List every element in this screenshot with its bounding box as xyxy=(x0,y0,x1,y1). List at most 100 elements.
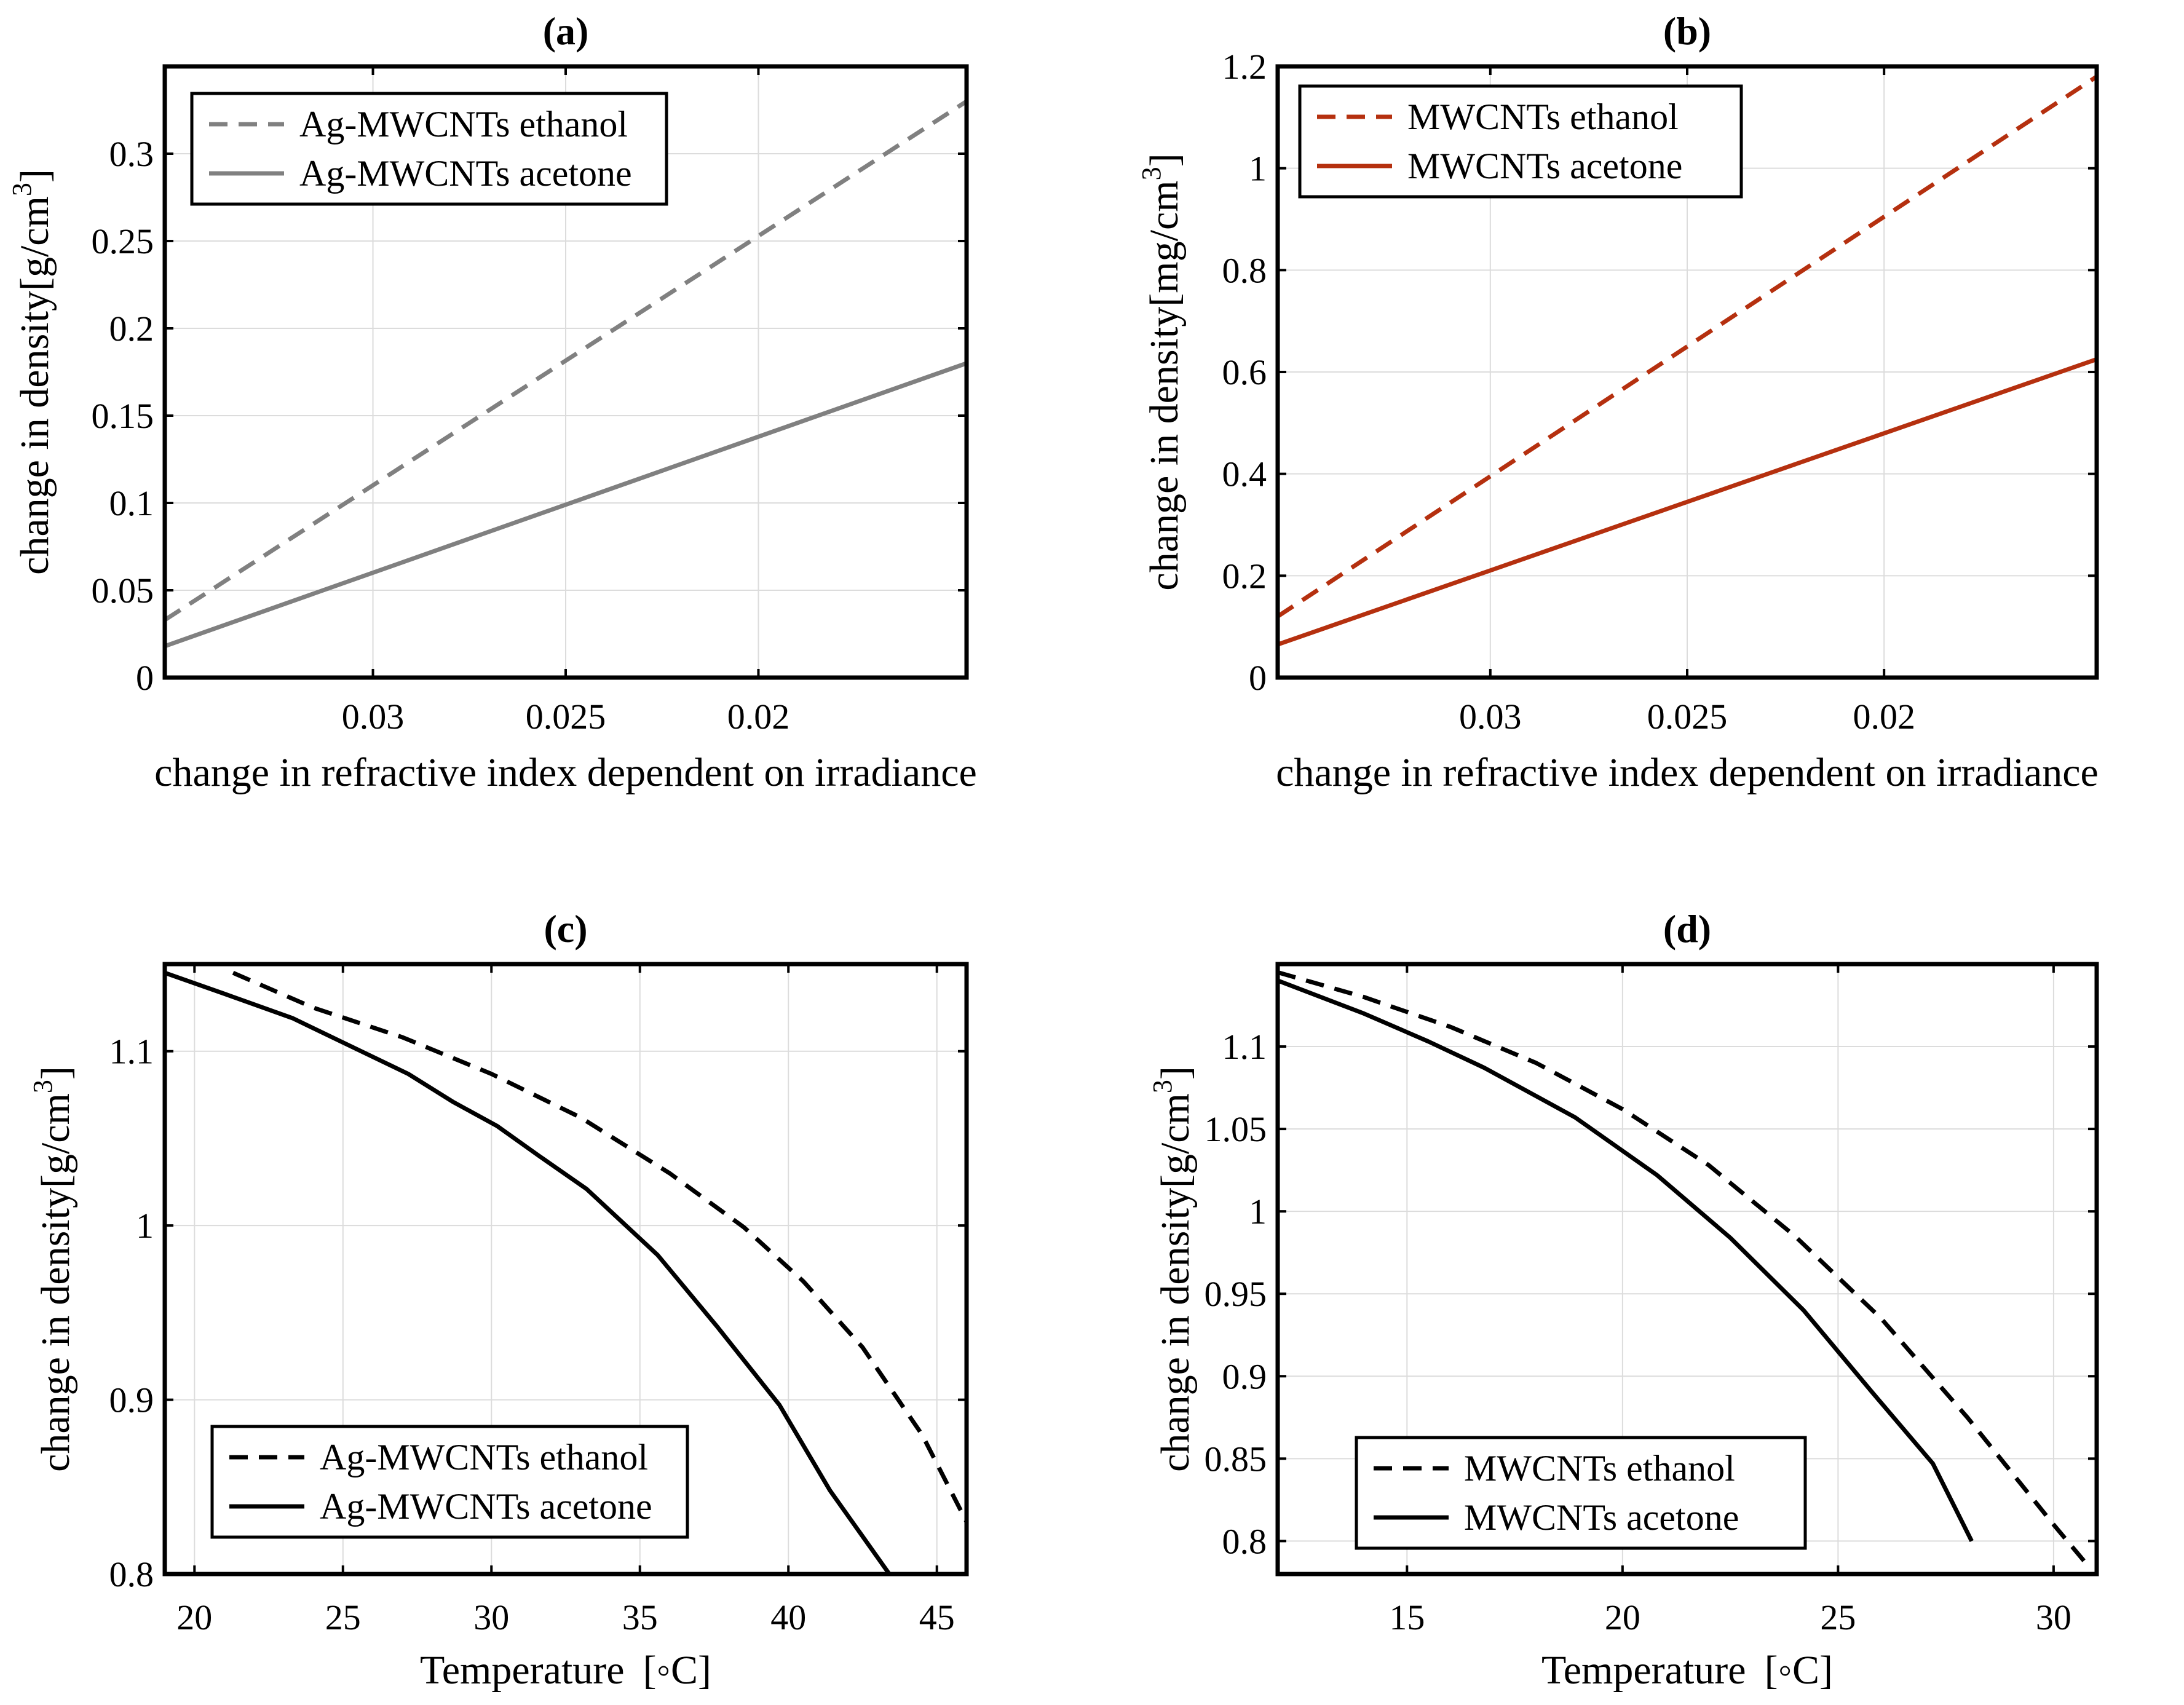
series-line-d-0 xyxy=(1278,970,2090,1567)
x-axis-label-text: Temperature xyxy=(1541,1648,1746,1693)
series-line-b-0 xyxy=(1278,74,2097,619)
y-axis-label-text: change in density[mg/cm xyxy=(1142,180,1187,590)
x-tick-label: 30 xyxy=(2036,1597,2071,1637)
y-tick-label: 0.05 xyxy=(92,571,154,611)
y-tick-label: 0.9 xyxy=(109,1380,154,1420)
chart-title: (a) xyxy=(543,9,589,53)
legend-entry-label: Ag-MWCNTs acetone xyxy=(299,153,632,194)
chart-panel-d: 15 20 25 30 0.8 0.85 0.9 0.95 1 1.05 1.1 (d) Tempera… xyxy=(1147,907,2099,1693)
y-tick-label: 1.05 xyxy=(1205,1109,1267,1149)
y-tick-label: 0.8 xyxy=(1222,250,1267,290)
y-tick-label: 0.25 xyxy=(92,221,154,261)
y-axis-label-bracket: ] xyxy=(12,169,57,183)
y-tick-label: 0.9 xyxy=(1222,1356,1267,1396)
y-axis-label-text: change in density[g/cm xyxy=(1153,1093,1198,1472)
y-tick-label: 0 xyxy=(1249,658,1267,698)
chart-title: (c) xyxy=(544,907,587,951)
y-tick-label: 0.3 xyxy=(109,134,154,174)
y-axis-label-text: change in density[g/cm xyxy=(33,1093,78,1472)
y-tick-label: 0 xyxy=(136,658,154,698)
x-axis-label: Temperature [◦C] xyxy=(1541,1648,1833,1693)
x-tick-label: 30 xyxy=(473,1597,509,1637)
chart-title: (b) xyxy=(1663,9,1711,53)
legend-entry-label: MWCNTs acetone xyxy=(1407,146,1682,186)
y-tick-label: 1.1 xyxy=(109,1032,154,1072)
x-axis-label-text: change in refractive index dependent on … xyxy=(1276,750,2099,795)
series-line-a-1 xyxy=(165,361,967,649)
y-tick-label: 0.2 xyxy=(109,309,154,349)
y-tick-label: 0.6 xyxy=(1222,352,1267,392)
y-axis-label-bracket: ] xyxy=(1153,1066,1198,1080)
y-tick-label: 1 xyxy=(1249,149,1267,189)
y-tick-label: 0.15 xyxy=(92,396,154,436)
y-axis-label-bracket: ] xyxy=(1142,153,1187,167)
legend-entry-label: MWCNTs ethanol xyxy=(1407,97,1679,137)
x-axis-label-text: change in refractive index dependent on … xyxy=(154,750,977,795)
series-line-a-0 xyxy=(165,99,967,622)
legend-box xyxy=(210,1425,689,1539)
x-tick-label: 0.025 xyxy=(526,697,606,737)
x-tick-label: 20 xyxy=(1605,1597,1640,1637)
x-tick-label: 0.02 xyxy=(1853,697,1915,737)
y-tick-label: 0.8 xyxy=(109,1554,154,1594)
x-tick-label: 0.02 xyxy=(727,697,790,737)
y-tick-label: 1 xyxy=(136,1206,154,1246)
y-tick-label: 0.95 xyxy=(1205,1274,1267,1314)
chart-panel-b: 0.03 0.025 0.02 0 0.2 0.4 0.6 0.8 1 1.2 (b) change … xyxy=(1136,9,2099,795)
y-tick-label: 1 xyxy=(1249,1192,1267,1232)
y-axis-label: change in density[g/cm3] xyxy=(7,169,57,575)
y-axis-label-bracket: ] xyxy=(33,1066,78,1080)
x-tick-label: 0.03 xyxy=(342,697,405,737)
y-axis-label-superscript: 3 xyxy=(1147,1080,1177,1093)
y-tick-label: 0.4 xyxy=(1222,454,1267,494)
x-tick-label: 0.03 xyxy=(1459,697,1522,737)
legend-entry-label: MWCNTs ethanol xyxy=(1464,1448,1735,1489)
y-axis-label: change in density[g/cm3] xyxy=(1147,1066,1198,1472)
legend: Ag-MWCNTs ethanol Ag-MWCNTs acetone xyxy=(210,1425,689,1539)
y-axis-label: change in density[mg/cm3] xyxy=(1136,153,1187,590)
y-tick-label: 0.85 xyxy=(1205,1439,1267,1479)
y-axis-label-superscript: 3 xyxy=(28,1080,58,1093)
y-tick-label: 0.1 xyxy=(109,483,154,523)
legend: MWCNTs ethanol MWCNTs acetone xyxy=(1298,84,1743,199)
x-axis-label: change in refractive index dependent on … xyxy=(1276,750,2099,795)
series-line-b-1 xyxy=(1278,357,2097,647)
axes-frame xyxy=(1275,962,2099,1576)
legend: MWCNTs ethanol MWCNTs acetone xyxy=(1355,1436,1807,1550)
legend: Ag-MWCNTs ethanol Ag-MWCNTs acetone xyxy=(190,92,668,206)
x-tick-label: 25 xyxy=(325,1597,361,1637)
axes-frame xyxy=(162,962,969,1576)
y-axis-label-superscript: 3 xyxy=(1136,167,1166,180)
x-tick-label: 20 xyxy=(176,1597,212,1637)
legend-entry-label: Ag-MWCNTs acetone xyxy=(320,1486,652,1527)
x-axis-unit: [◦C] xyxy=(1765,1648,1833,1693)
y-axis-label-superscript: 3 xyxy=(7,183,37,196)
y-axis-label-text: change in density[g/cm xyxy=(12,196,57,575)
x-tick-label: 15 xyxy=(1389,1597,1425,1637)
x-tick-label: 40 xyxy=(770,1597,806,1637)
y-tick-label: 0.8 xyxy=(1222,1521,1267,1561)
series-line-c-0 xyxy=(232,970,967,1523)
chart-panel-a: 0.03 0.025 0.02 0 0.05 0.1 0.15 0.2 0.25 0.3 (a) ch… xyxy=(7,9,977,795)
x-tick-label: 35 xyxy=(622,1597,658,1637)
y-axis-label: change in density[g/cm3] xyxy=(28,1066,78,1472)
y-tick-label: 1.2 xyxy=(1222,47,1267,87)
legend-entry-label: Ag-MWCNTs ethanol xyxy=(320,1437,648,1478)
legend-box xyxy=(190,92,668,206)
legend-entry-label: Ag-MWCNTs ethanol xyxy=(299,104,628,144)
legend-entry-label: MWCNTs acetone xyxy=(1464,1497,1739,1538)
chart-title: (d) xyxy=(1663,907,1711,951)
y-tick-label: 0.2 xyxy=(1222,556,1267,596)
series-line-c-1 xyxy=(165,970,892,1574)
chart-panel-c: 20 25 30 35 40 45 0.8 0.9 1 1.1 (c) Temperature [◦C]… xyxy=(28,907,969,1693)
legend-box xyxy=(1298,84,1743,199)
series-line-d-1 xyxy=(1278,978,1974,1542)
x-axis-label: change in refractive index dependent on … xyxy=(154,750,977,795)
x-axis-unit: [◦C] xyxy=(643,1648,711,1693)
x-axis-label-text: Temperature xyxy=(420,1648,625,1693)
x-axis-label: Temperature [◦C] xyxy=(420,1648,711,1693)
x-tick-label: 45 xyxy=(919,1597,955,1637)
x-tick-label: 25 xyxy=(1820,1597,1856,1637)
legend-box xyxy=(1355,1436,1807,1550)
